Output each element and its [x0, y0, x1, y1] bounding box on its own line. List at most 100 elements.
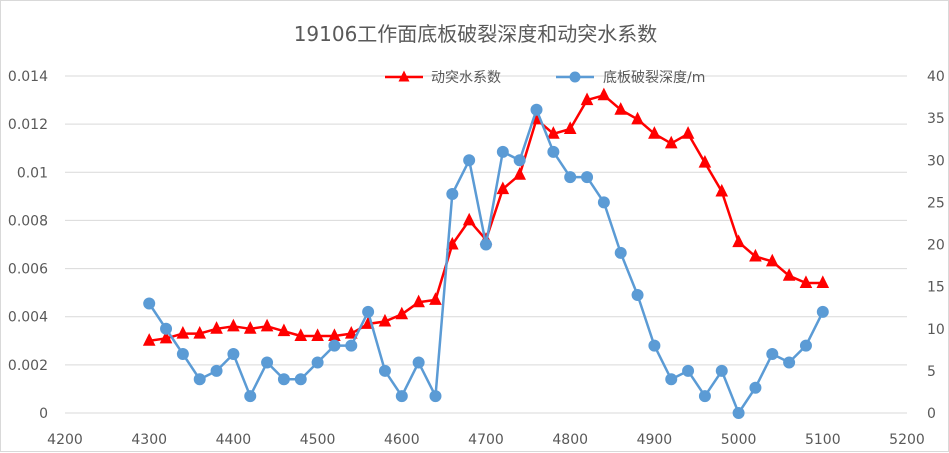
data-point [480, 238, 492, 251]
data-point [698, 390, 711, 403]
series-layer [142, 87, 830, 419]
y2-tick-label: 0 [927, 406, 936, 422]
x-tick-label: 5100 [805, 432, 841, 448]
data-point [496, 181, 510, 195]
data-point [597, 87, 611, 101]
data-point [496, 145, 509, 158]
y2-tick-label: 25 [927, 195, 945, 211]
data-point [547, 126, 560, 139]
data-point [210, 321, 223, 334]
data-point [344, 325, 358, 339]
data-point [412, 294, 425, 308]
axes: 0 0.002 0.004 0.006 0.008 0.01 0.012 0.014 0 5 10 1… [8, 69, 945, 448]
data-point [193, 373, 206, 386]
legend-marker [398, 70, 410, 82]
data-point [581, 171, 594, 184]
data-point [429, 292, 442, 305]
data-point [749, 381, 762, 394]
data-point [732, 407, 745, 419]
data-point [395, 306, 409, 320]
y-tick-label: 0.004 [8, 310, 48, 326]
x-tick-label: 5000 [721, 432, 757, 448]
x-tick-label: 4400 [216, 432, 252, 448]
y-tick-label: 0.014 [8, 69, 48, 85]
data-point [631, 289, 644, 302]
y2-tick-label: 30 [927, 153, 945, 169]
data-point [345, 339, 358, 352]
data-point [765, 253, 779, 267]
data-point [243, 321, 257, 334]
data-point [429, 390, 442, 403]
data-point [580, 92, 594, 106]
data-point [193, 325, 207, 339]
data-point [783, 356, 796, 369]
data-point [766, 348, 779, 361]
data-point [176, 348, 189, 361]
data-point [261, 356, 274, 369]
data-point [782, 268, 796, 281]
data-point [749, 248, 762, 262]
data-point [143, 297, 156, 310]
data-point [513, 154, 526, 167]
data-point [816, 305, 829, 318]
y2-tick-label: 35 [927, 111, 945, 127]
y-tick-label: 0.008 [8, 213, 48, 229]
data-point [311, 328, 324, 341]
x-tick-label: 4900 [637, 432, 673, 448]
data-point [142, 333, 156, 346]
data-point [614, 102, 628, 115]
data-point [732, 234, 745, 248]
data-point [462, 212, 476, 226]
y2-tick-label: 10 [927, 322, 945, 338]
data-point [698, 155, 712, 168]
data-point [160, 322, 173, 335]
data-point [311, 356, 324, 369]
y2-tick-label: 5 [927, 364, 936, 380]
data-point [277, 373, 290, 386]
data-point [260, 318, 274, 332]
data-point [412, 356, 425, 369]
series-2 [143, 103, 829, 419]
y-tick-label: 0.012 [8, 117, 48, 133]
data-point [244, 390, 257, 403]
x-tick-label: 5200 [889, 432, 925, 448]
legend: 动突水系数 底板破裂深度/m [385, 70, 705, 86]
data-point [210, 364, 223, 377]
data-point [563, 121, 577, 134]
data-point [277, 323, 291, 337]
data-point [446, 236, 459, 250]
legend-marker [569, 71, 581, 83]
data-point [513, 167, 526, 180]
y-tick-label: 0 [39, 406, 48, 422]
data-point [799, 339, 812, 352]
y2-tick-label: 15 [927, 280, 945, 296]
data-point [395, 390, 408, 403]
y2-tick-label: 20 [927, 238, 945, 254]
series-line [149, 94, 823, 343]
legend-item-1: 动突水系数 [385, 70, 501, 86]
data-point [227, 318, 240, 332]
series-1 [142, 87, 830, 346]
data-point [664, 135, 678, 149]
x-tick-label: 4600 [384, 432, 420, 448]
legend-item-2: 底板破裂深度/m [556, 70, 705, 86]
data-point [159, 330, 173, 344]
data-point [176, 325, 190, 339]
data-point [648, 339, 661, 352]
data-point [816, 275, 830, 289]
gridlines [65, 75, 907, 414]
data-point [378, 313, 392, 327]
y2-tick-label: 40 [927, 69, 945, 85]
data-point [294, 328, 308, 341]
data-point [227, 348, 240, 361]
data-point [378, 364, 391, 377]
data-point [446, 187, 459, 200]
y-tick-label: 0.006 [8, 262, 48, 278]
data-point [328, 339, 341, 352]
chart-title: 19106工作面底板破裂深度和动突水系数 [294, 22, 658, 46]
data-point [665, 373, 678, 386]
data-point [682, 364, 695, 377]
data-point [294, 373, 307, 386]
